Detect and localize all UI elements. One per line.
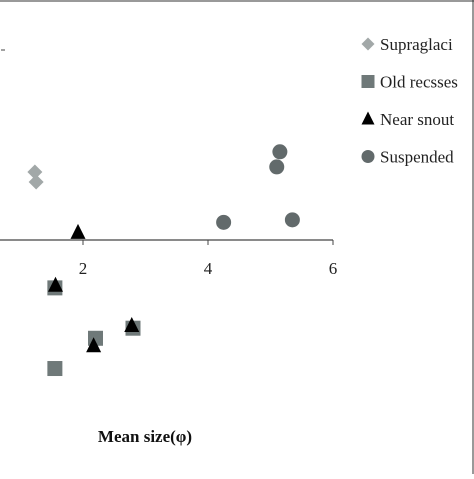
data-point-triangle <box>86 337 102 353</box>
legend-label: Suspended <box>380 148 454 167</box>
data-point-circle <box>216 214 232 230</box>
legend-label: Old recsses <box>380 73 458 92</box>
data-point-triangle <box>48 276 63 292</box>
data-points <box>27 144 300 377</box>
legend-marker-diamond <box>361 37 375 51</box>
legend-marker-circle <box>361 150 375 163</box>
legend: Supraglaci Old recsses Near snout Suspended <box>361 35 458 167</box>
data-point-diamond <box>28 174 44 190</box>
data-point-triangle <box>124 317 140 333</box>
data-point-square <box>47 361 63 377</box>
x-tick-label: 6 <box>329 259 338 278</box>
legend-marker-triangle <box>361 111 375 125</box>
data-point-circle <box>284 212 300 228</box>
x-tick-label: 4 <box>204 259 213 278</box>
data-point-circle <box>269 159 285 175</box>
legend-label: Near snout <box>380 110 454 129</box>
data-point-circle <box>272 144 288 160</box>
x-axis-title: Mean size(φ) <box>98 427 192 446</box>
data-point-diamond <box>27 164 43 180</box>
legend-label: Supraglaci <box>380 35 453 54</box>
legend-marker-square <box>361 75 375 88</box>
x-tick-label: 2 <box>79 259 88 278</box>
data-point-triangle <box>70 223 86 239</box>
